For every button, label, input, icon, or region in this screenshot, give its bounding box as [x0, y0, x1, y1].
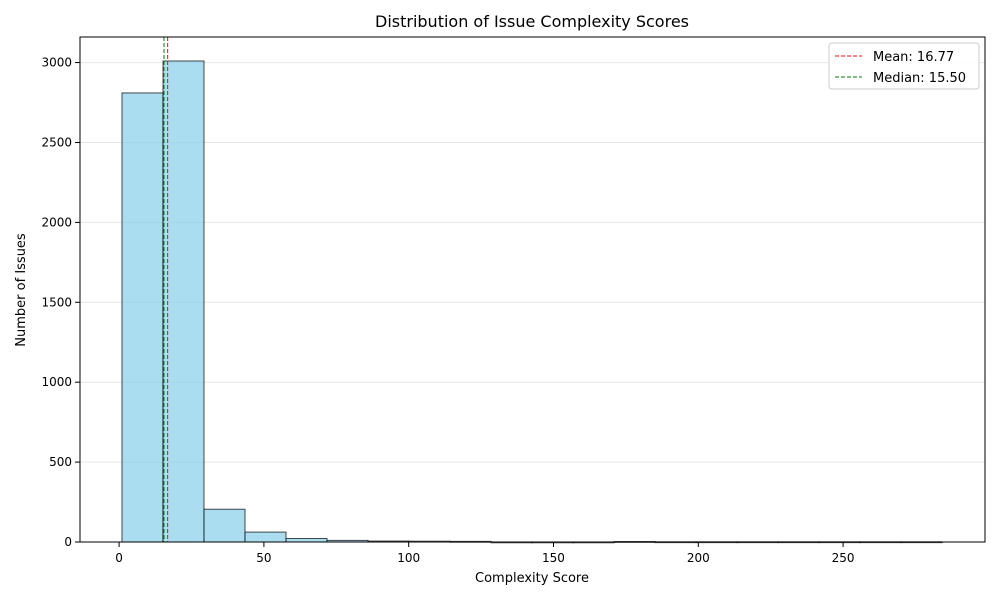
histogram-bar	[285, 537, 328, 543]
x-tick-label: 200	[687, 551, 710, 565]
grid-lines	[80, 62, 985, 543]
histogram-bar	[121, 92, 164, 543]
y-tick-label: 1500	[41, 295, 72, 309]
x-tick-label: 250	[832, 551, 855, 565]
y-tick-label: 3000	[41, 56, 72, 70]
x-axis-ticks: 0 50 100 150 200 250	[115, 542, 855, 565]
plot-frame	[79, 36, 986, 543]
legend: Mean: 16.77 Median: 15.50	[828, 42, 980, 90]
legend-label: Median: 15.50	[873, 71, 966, 86]
x-tick-label: 0	[115, 551, 123, 565]
y-tick-label: 1000	[41, 375, 72, 389]
x-tick-label: 100	[397, 551, 420, 565]
x-tick-label: 150	[542, 551, 565, 565]
histogram-bar	[203, 508, 246, 543]
histogram-bar	[162, 60, 205, 543]
y-axis-ticks: 0 500 1000 1500 2000 2500 3000	[41, 56, 80, 549]
y-axis-label: Number of Issues	[14, 233, 29, 347]
y-tick-label: 500	[49, 455, 72, 469]
reference-lines	[163, 37, 169, 542]
y-tick-label: 2000	[41, 215, 72, 229]
x-tick-label: 50	[256, 551, 271, 565]
chart-title: Distribution of Issue Complexity Scores	[375, 12, 689, 31]
x-axis-label: Complexity Score	[475, 571, 589, 586]
legend-box	[828, 42, 980, 90]
histogram-bar	[244, 531, 287, 543]
legend-label: Mean: 16.77	[873, 50, 954, 65]
y-tick-label: 0	[64, 535, 72, 549]
y-tick-label: 2500	[41, 135, 72, 149]
